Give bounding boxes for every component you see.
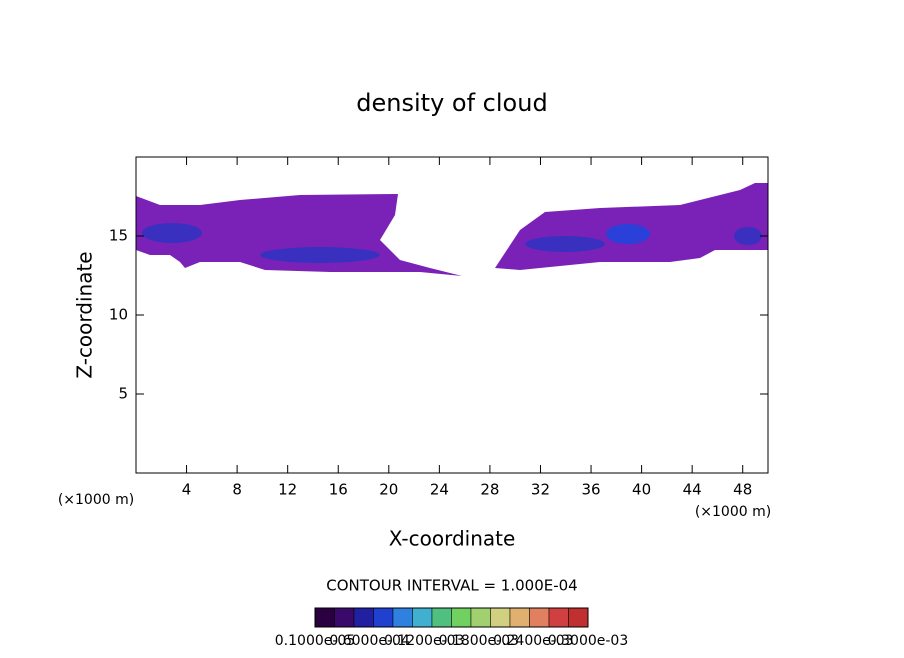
cloud-region <box>136 194 462 276</box>
cloud-core <box>142 223 202 243</box>
colorbar-label: 0.3000e-03 <box>548 633 628 649</box>
y-unit-label: (×1000 m) <box>58 492 134 508</box>
y-tick-label: 15 <box>109 227 128 245</box>
cloud-core <box>606 224 650 244</box>
colorbar-swatch <box>431 607 452 628</box>
colorbar-label: 0.1200e-03 <box>384 633 464 649</box>
x-tick-label: 8 <box>232 481 242 499</box>
colorbar-label: 0.6000e-04 <box>329 633 410 649</box>
x-tick-label: 20 <box>379 481 398 499</box>
contour-interval: CONTOUR INTERVAL = 1.000E-04 <box>326 577 577 595</box>
x-tick-label: 12 <box>278 481 297 499</box>
colorbar-swatch <box>412 607 433 628</box>
x-tick-label: 32 <box>531 481 550 499</box>
colorbar-label: 0.2400e-03 <box>493 633 573 649</box>
chart-title: density of cloud <box>356 89 547 117</box>
colorbar-swatch <box>314 607 335 628</box>
colorbar-swatch <box>548 607 569 628</box>
x-tick-label: 4 <box>182 481 192 499</box>
x-tick-label: 44 <box>683 481 702 499</box>
y-axis-label: Z-coordinate <box>73 251 97 378</box>
cloud-field <box>136 183 768 276</box>
cloud-core <box>734 227 762 245</box>
x-unit-label: (×1000 m) <box>695 504 771 520</box>
colorbar-swatch <box>334 607 355 628</box>
x-tick-label: 40 <box>632 481 651 499</box>
colorbar-swatch <box>373 607 394 628</box>
x-tick-label: 24 <box>430 481 449 499</box>
colorbar-swatch <box>451 607 472 628</box>
colorbar-label: 0.1800e-03 <box>439 633 519 649</box>
x-axis-label: X-coordinate <box>389 527 516 551</box>
x-tick-label: 48 <box>733 481 752 499</box>
colorbar-swatch <box>509 607 530 628</box>
colorbar-swatch <box>568 607 589 628</box>
colorbar-swatch <box>353 607 374 628</box>
cloud-core <box>525 236 605 252</box>
colorbar-frame <box>314 607 589 628</box>
colorbar-swatch <box>529 607 550 628</box>
x-tick-label: 16 <box>329 481 348 499</box>
y-tick-label: 10 <box>109 306 128 324</box>
colorbar-label: 0.1000e-05 <box>275 633 355 649</box>
cloud-core <box>260 247 380 263</box>
x-tick-label: 36 <box>581 481 600 499</box>
x-tick-label: 28 <box>480 481 499 499</box>
colorbar-swatch <box>490 607 511 628</box>
y-tick-label: 5 <box>118 385 128 403</box>
colorbar-swatch <box>470 607 491 628</box>
colorbar-swatch <box>392 607 413 628</box>
